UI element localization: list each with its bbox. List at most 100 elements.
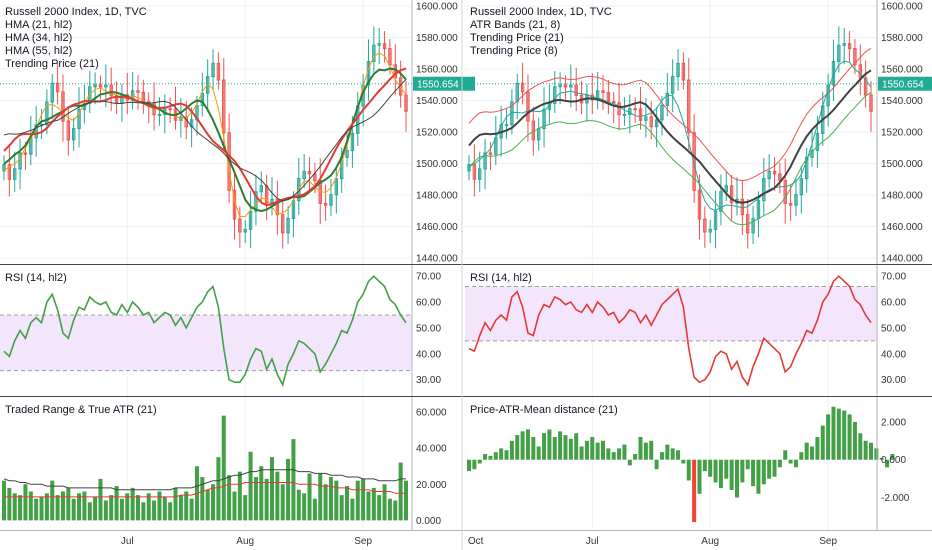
distance-bar — [654, 459, 659, 470]
candle-body — [77, 108, 81, 130]
range-bar — [318, 473, 323, 521]
left-range-pane[interactable] — [1, 415, 409, 521]
range-bar — [82, 491, 87, 521]
candle-body — [719, 191, 723, 212]
month-label: Sep — [354, 536, 372, 547]
price-tick-label: 1460.000 — [881, 222, 923, 233]
left-rsi-pane[interactable] — [0, 275, 412, 388]
range-bar — [275, 471, 280, 521]
range-bar — [184, 491, 189, 521]
candle-body — [254, 191, 258, 212]
legend-entry: RSI (14, hl2) — [470, 272, 532, 284]
candle-body — [788, 202, 793, 206]
candle-body — [334, 178, 339, 196]
range-bar — [403, 480, 409, 521]
range-bar — [200, 477, 205, 521]
distance-bar — [729, 459, 734, 490]
candle-body — [222, 79, 226, 134]
range-bar — [350, 498, 355, 521]
range-bar — [109, 495, 114, 521]
candle-body — [778, 173, 782, 182]
range-bar — [211, 484, 216, 521]
rsi-band-fill — [0, 314, 412, 371]
distance-tick-label: -2.000 — [881, 493, 910, 504]
range-bar — [178, 495, 183, 521]
price-tick-label: 1460.000 — [416, 222, 458, 233]
range-bar — [18, 495, 23, 521]
distance-bar — [638, 437, 643, 460]
distance-bar — [777, 459, 782, 468]
right-price-pane[interactable] — [465, 26, 932, 249]
range-bar — [296, 489, 301, 521]
candle-body — [665, 92, 670, 106]
candle-body — [259, 185, 263, 193]
distance-bar — [858, 433, 863, 460]
hma-55-line — [3, 67, 407, 207]
candle-body — [98, 84, 103, 88]
candle-body — [382, 43, 387, 50]
candle-body — [783, 180, 787, 204]
candle-body — [323, 202, 328, 206]
distance-bar — [627, 459, 632, 466]
rsi-tick-label: 40.00 — [881, 349, 906, 360]
range-bar — [1, 480, 7, 521]
price-tick-label: 1520.000 — [881, 128, 923, 139]
distance-bar — [499, 448, 504, 460]
candle-body — [601, 90, 605, 93]
candle-body — [71, 128, 76, 141]
candle-body — [842, 43, 846, 46]
atr-band-upper — [468, 47, 872, 182]
left-price-pane[interactable] — [0, 26, 475, 249]
candle-body — [478, 168, 482, 180]
distance-bar — [761, 459, 766, 485]
range-bar — [66, 487, 71, 521]
candle-body — [670, 76, 675, 94]
distance-bar — [520, 431, 525, 460]
distance-bar — [568, 438, 573, 460]
price-tick-label: 1440.000 — [881, 254, 923, 265]
legend-entry: HMA (34, hl2) — [5, 32, 72, 44]
candle-body — [377, 43, 381, 46]
candle-body — [751, 217, 755, 234]
distance-bar — [826, 414, 831, 460]
range-bar — [162, 496, 167, 521]
distance-bar — [547, 429, 552, 460]
price-tick-label: 1580.000 — [416, 33, 458, 44]
candle-body — [388, 48, 392, 66]
candle-body — [88, 86, 92, 105]
distance-bar — [885, 459, 890, 468]
candle-body — [729, 185, 734, 204]
range-bar — [103, 500, 108, 521]
distance-bar — [815, 437, 820, 460]
distance-bar — [681, 459, 686, 464]
candle-body — [136, 90, 140, 93]
range-bar — [60, 491, 65, 521]
distance-bar — [879, 457, 884, 460]
right-rsi-pane[interactable] — [465, 275, 877, 387]
candle-body — [569, 84, 573, 88]
range-bar — [307, 473, 312, 521]
range-bar — [28, 491, 33, 521]
panel-bg — [465, 397, 877, 530]
month-label: Aug — [701, 536, 719, 547]
candle-body — [93, 84, 97, 88]
rsi-tick-label: 50.00 — [416, 323, 441, 334]
legend-entry: ATR Bands (21, 8) — [470, 19, 560, 31]
distance-bar — [611, 452, 616, 460]
distance-bar — [643, 442, 648, 460]
candle-body — [826, 84, 830, 107]
candle-body — [617, 102, 621, 116]
distance-bar — [852, 421, 857, 460]
range-bar — [232, 491, 237, 521]
right-distance-pane[interactable] — [466, 406, 895, 523]
distance-bar — [617, 448, 622, 460]
candle-body — [644, 116, 648, 121]
distance-bar — [708, 459, 713, 477]
range-bar — [269, 457, 275, 521]
candle-body — [692, 132, 696, 191]
rsi-band-fill — [465, 286, 877, 341]
range-bar — [323, 484, 328, 521]
distance-bar — [552, 437, 557, 460]
candle-body — [200, 92, 205, 106]
